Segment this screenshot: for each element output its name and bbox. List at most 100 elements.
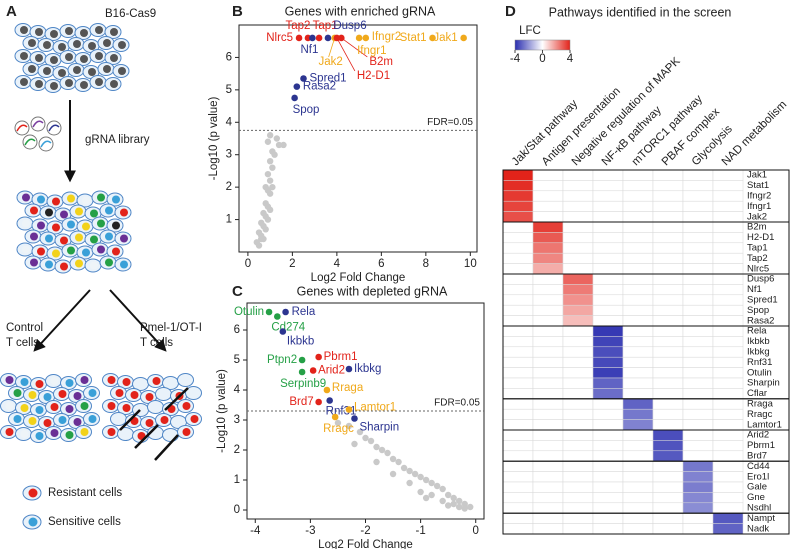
background-point <box>422 494 430 502</box>
background-point <box>400 464 408 472</box>
nucleus <box>22 219 30 228</box>
heat-cell <box>592 440 624 452</box>
heat-cell <box>592 388 624 400</box>
background-point <box>266 177 274 184</box>
heat-cell <box>622 429 654 441</box>
kill-slash <box>134 424 159 449</box>
heat-cell <box>592 284 624 296</box>
heat-cell <box>652 169 684 181</box>
heat-cell <box>502 346 534 358</box>
heat-cell <box>712 252 744 264</box>
heat-cell <box>502 315 534 327</box>
heat-cell <box>682 346 714 358</box>
nucleus <box>65 379 74 387</box>
gene-label: Cd274 <box>271 322 305 334</box>
heat-cell <box>622 377 654 389</box>
row-label: Rragc <box>747 409 773 420</box>
heat-cell <box>622 492 654 504</box>
legend-nucleus <box>28 517 38 527</box>
gene-label: Sharpin <box>359 422 399 434</box>
heat-cell <box>682 388 714 400</box>
nucleus <box>50 377 59 385</box>
heat-cell <box>592 304 624 316</box>
heat-cell <box>532 450 564 462</box>
background-point <box>417 473 424 481</box>
heat-cell <box>682 356 714 368</box>
chart-title: Genes with enriched gRNA <box>285 4 436 18</box>
y-axis-label: -Log10 (p value) <box>208 96 220 180</box>
background-point <box>264 170 272 178</box>
diagram-label: Control <box>6 322 43 334</box>
heat-cell <box>712 263 744 275</box>
row-label: Ifngr2 <box>747 191 771 202</box>
heat-cell <box>592 252 624 264</box>
heat-cell <box>652 450 684 462</box>
heat-cell <box>712 180 744 192</box>
gene-label: Otulin <box>234 306 264 318</box>
row-label: Gne <box>747 492 765 503</box>
nucleus <box>73 40 81 48</box>
heat-cell <box>652 523 684 535</box>
heat-cell <box>712 325 744 337</box>
gene-point <box>351 415 358 422</box>
y-tick-label: 5 <box>226 84 232 96</box>
heat-cell <box>622 200 654 212</box>
heat-cell <box>682 460 714 472</box>
row-label: Gale <box>747 482 767 493</box>
heat-cell <box>712 502 744 514</box>
heat-cell <box>622 190 654 202</box>
y-tick-label: 2 <box>226 181 232 193</box>
heat-cell <box>712 471 744 483</box>
gene-point <box>298 356 306 364</box>
y-axis-label: -Log10 (p value) <box>216 369 228 453</box>
background-point <box>345 422 353 430</box>
kill-slash <box>154 434 179 461</box>
heat-cell <box>562 180 594 192</box>
row-label: Jak1 <box>747 170 767 181</box>
heat-cell <box>712 408 744 420</box>
background-point <box>389 470 397 478</box>
diagram-label: gRNA library <box>85 134 150 146</box>
y-tick-label: 0 <box>234 504 240 516</box>
background-point <box>439 485 446 493</box>
heat-cell <box>652 200 684 212</box>
gene-label: Rasa2 <box>303 81 336 93</box>
nucleus <box>182 428 191 436</box>
background-point <box>271 151 278 158</box>
heat-cell <box>562 523 594 535</box>
gene-label: Spop <box>293 104 320 116</box>
background-point <box>266 190 274 197</box>
row-label: B2m <box>747 222 767 233</box>
gene-point <box>309 367 317 374</box>
heat-cell <box>562 315 594 327</box>
nucleus <box>95 52 103 60</box>
nucleus <box>88 415 97 423</box>
heat-cell <box>532 377 564 389</box>
nucleus <box>50 82 58 90</box>
nucleus <box>88 389 97 397</box>
row-label: Arid2 <box>747 430 769 441</box>
nucleus <box>88 68 96 76</box>
heat-cell <box>712 419 744 431</box>
background-point <box>262 226 269 233</box>
plot-frame <box>238 24 478 253</box>
gene-point <box>429 34 436 42</box>
gene-label: Stat1 <box>400 32 427 44</box>
nucleus <box>152 377 161 385</box>
heat-cell <box>622 408 654 420</box>
heat-cell <box>652 190 684 202</box>
heat-cell <box>712 523 744 535</box>
x-axis-label: Log2 Fold Change <box>318 539 413 549</box>
gene-point <box>362 34 370 42</box>
diagram-label: T cells <box>140 337 173 349</box>
nucleus <box>107 376 116 384</box>
heat-cell <box>622 325 654 337</box>
legend-label: Sensitive cells <box>48 516 121 528</box>
heat-cell <box>562 481 594 493</box>
row-label: Nlrc5 <box>747 263 769 274</box>
heat-cell <box>652 273 684 285</box>
gene-label: Nf1 <box>300 44 318 56</box>
nucleus <box>182 402 191 410</box>
heat-cell <box>622 221 654 233</box>
heat-cell <box>502 512 534 524</box>
